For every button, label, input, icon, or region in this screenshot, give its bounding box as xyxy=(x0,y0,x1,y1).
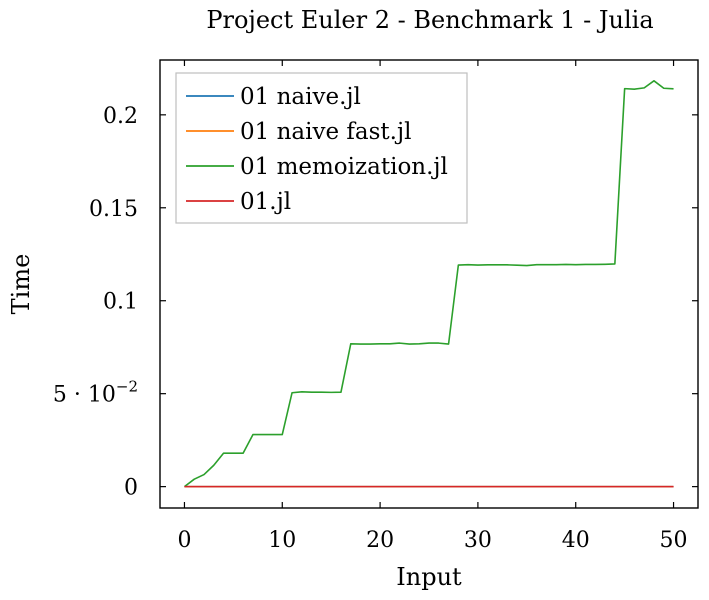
legend-label-1: 01 naive.jl xyxy=(240,84,361,110)
legend: 01 naive.jl 01 naive fast.jl 01 memoizatio… xyxy=(175,72,468,224)
x-axis-label: Input xyxy=(396,563,462,591)
series-layer xyxy=(183,80,674,488)
legend-label-4: 01.jl xyxy=(240,189,291,215)
y-tick-label: 0.15 xyxy=(89,197,138,222)
y-tick-label: 0.2 xyxy=(103,104,138,129)
x-axis: 0 10 20 30 40 50 xyxy=(177,60,688,553)
y-tick-label: 5 · 10−2 xyxy=(53,378,138,408)
legend-box xyxy=(175,72,468,224)
legend-label-3: 01 memoization.jl xyxy=(240,154,448,180)
y-axis: 0 5 · 10−2 0.1 0.15 0.2 xyxy=(53,104,698,501)
x-tick-label: 50 xyxy=(660,528,688,553)
chart-title: Project Euler 2 - Benchmark 1 - Julia xyxy=(206,6,653,34)
x-tick-label: 0 xyxy=(177,528,191,553)
y-tick-label: 0.1 xyxy=(103,290,138,315)
plot-frame xyxy=(159,59,699,509)
y-axis-label: Time xyxy=(7,254,35,315)
series-line-3 xyxy=(183,80,674,488)
y-tick-label: 0 xyxy=(124,476,138,501)
x-tick-label: 10 xyxy=(268,528,296,553)
legend-label-2: 01 naive fast.jl xyxy=(240,119,411,145)
x-tick-label: 30 xyxy=(464,528,492,553)
x-tick-label: 20 xyxy=(366,528,394,553)
x-tick-label: 40 xyxy=(562,528,590,553)
